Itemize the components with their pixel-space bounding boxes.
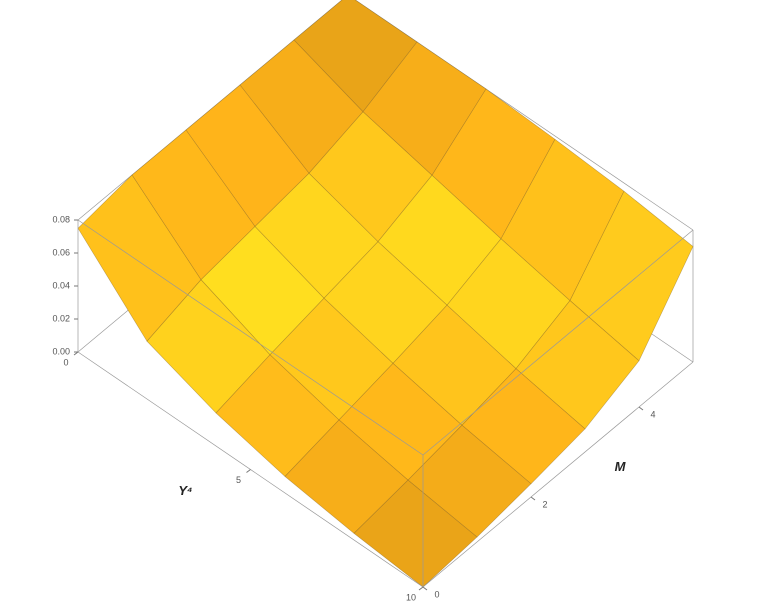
surface-patch (407, 424, 532, 538)
box-edge (77, 219, 424, 456)
x-tick-label: 0 (63, 357, 68, 367)
x-tick-label: 10 (406, 592, 416, 602)
y-tick (638, 406, 644, 411)
y-tick-label: 2 (542, 499, 547, 509)
y-tick (530, 496, 536, 501)
z-tick-label: 0.06 (52, 247, 70, 257)
surface-patch (353, 479, 478, 588)
y-tick-label: 0 (434, 589, 439, 599)
x-tick (73, 351, 79, 356)
z-tick-label: 0.02 (52, 313, 70, 323)
box-edge (422, 229, 694, 456)
y-tick-label: 4 (650, 409, 655, 419)
x-axis-label: Y⁴ (178, 483, 192, 498)
box-edge (422, 361, 694, 588)
y-tick (422, 586, 428, 591)
z-tick-label: 0.04 (52, 280, 70, 290)
x-tick (246, 469, 251, 473)
y-axis-label: M (615, 459, 627, 474)
z-tick-label: 0.00 (52, 346, 70, 356)
x-tick-label: 5 (236, 475, 241, 485)
z-tick-label: 0.08 (52, 214, 70, 224)
x-tick (418, 586, 424, 591)
